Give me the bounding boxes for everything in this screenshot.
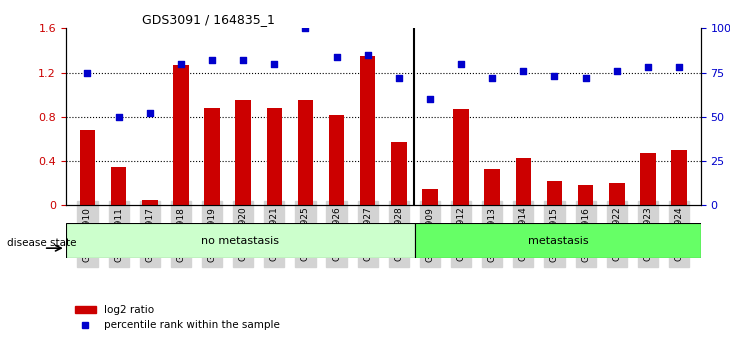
Bar: [609, 183, 625, 205]
Text: GDS3091 / 164835_1: GDS3091 / 164835_1: [142, 13, 274, 26]
Point: [362, 52, 374, 58]
Point: [82, 70, 93, 75]
Bar: [453, 109, 469, 205]
Point: [611, 68, 623, 74]
Point: [237, 57, 249, 63]
Bar: [173, 65, 188, 205]
Point: [673, 64, 685, 70]
Point: [642, 64, 653, 70]
Point: [144, 110, 155, 116]
Bar: [142, 200, 158, 205]
Point: [393, 75, 404, 81]
Point: [518, 68, 529, 74]
Bar: [235, 100, 251, 205]
Bar: [671, 150, 687, 205]
Bar: [360, 56, 375, 205]
Point: [175, 61, 187, 67]
Point: [549, 73, 561, 79]
Bar: [111, 167, 126, 205]
FancyBboxPatch shape: [66, 223, 415, 258]
Bar: [328, 115, 345, 205]
Point: [331, 54, 342, 59]
Bar: [298, 100, 313, 205]
Bar: [640, 153, 656, 205]
Text: metastasis: metastasis: [528, 236, 588, 246]
Point: [299, 25, 311, 31]
Bar: [80, 130, 96, 205]
Point: [112, 114, 124, 120]
Point: [269, 61, 280, 67]
Bar: [266, 108, 282, 205]
Bar: [422, 189, 438, 205]
Bar: [515, 158, 531, 205]
Point: [580, 75, 591, 81]
Bar: [391, 142, 407, 205]
Text: no metastasis: no metastasis: [201, 236, 280, 246]
Bar: [547, 181, 562, 205]
Point: [206, 57, 218, 63]
Bar: [485, 169, 500, 205]
Text: disease state: disease state: [7, 238, 77, 248]
Bar: [578, 185, 593, 205]
Point: [424, 96, 436, 102]
Legend: log2 ratio, percentile rank within the sample: log2 ratio, percentile rank within the s…: [71, 301, 284, 335]
Point: [486, 75, 498, 81]
FancyBboxPatch shape: [415, 223, 701, 258]
Point: [456, 61, 467, 67]
Bar: [204, 108, 220, 205]
